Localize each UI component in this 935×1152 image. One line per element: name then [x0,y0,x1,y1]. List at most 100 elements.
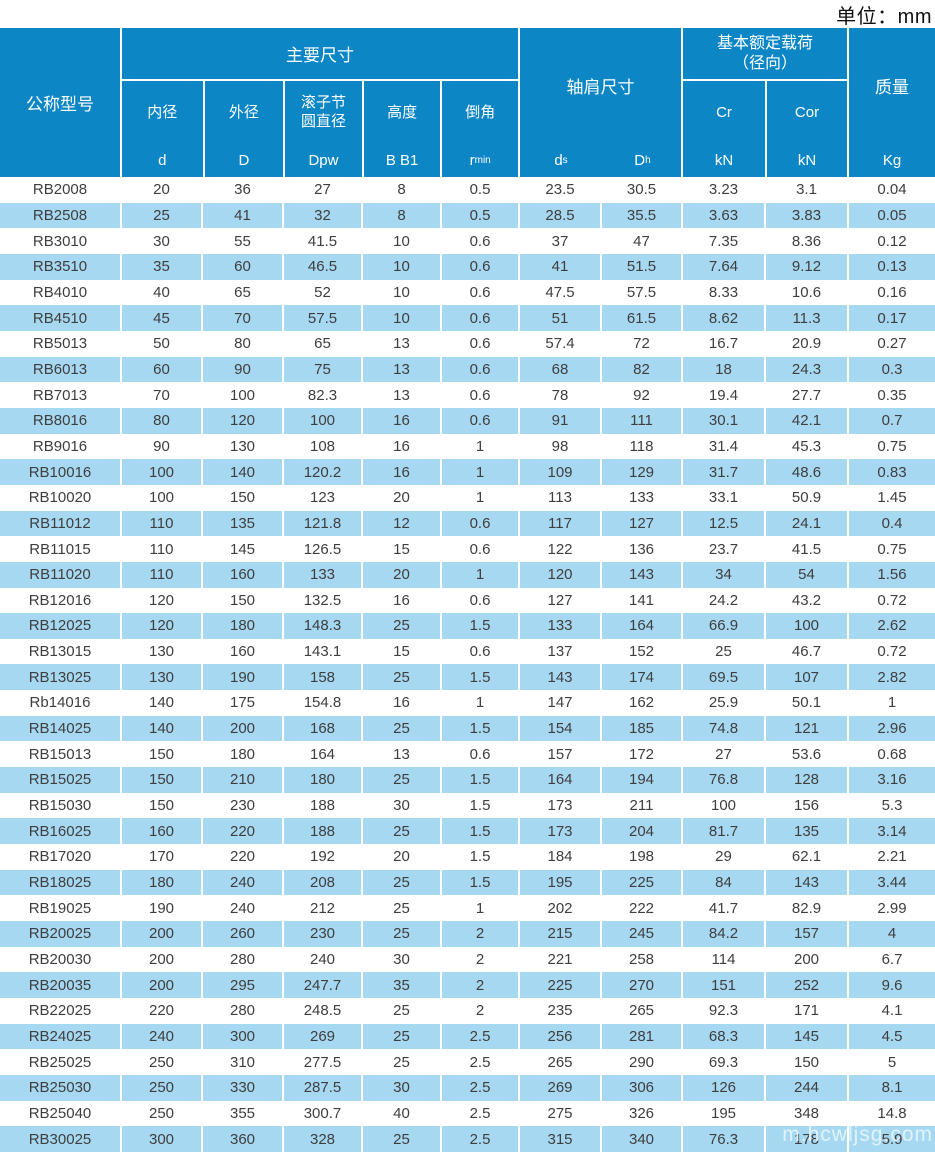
cell-value: 156 [764,792,847,819]
cell-value: 140 [120,715,201,742]
cell-value: 3.63 [681,202,764,229]
cell-value: 70 [120,382,201,408]
cell-value: 172 [600,741,681,768]
cell-model: RB16025 [28,822,92,840]
cell-value: 2.5 [440,1023,518,1050]
cell-value: 3.23 [681,177,764,203]
cell-value: 2 [440,921,518,947]
cell-model: RB2508 [32,206,88,224]
cell-value: 154 [518,715,600,742]
cell-value: 135 [764,818,847,845]
cell-value: 13 [361,382,440,408]
table-row: RB10020 100 150 123 20 1 113 133 33.1 50.9 1.45 [0,484,935,511]
header-mass-column: 质量 Kg [847,28,935,177]
cell-value: 35.5 [600,202,681,229]
cell-value: 204 [600,818,681,845]
cell-value: 290 [600,1049,681,1075]
cell-value: 258 [600,946,681,973]
cell-model: RB25025 [28,1053,92,1071]
cell-value: 0.27 [847,330,935,357]
cell-value: 174 [600,664,681,691]
table-row: RB4010 40 65 52 10 0.6 47.5 57.5 8.33 10.6 0.16 [0,279,935,306]
cell-value: 194 [600,767,681,793]
header-mass-label: 质量 [875,78,909,97]
cell-value: 0.6 [440,510,518,537]
cell-value: 117 [518,510,600,537]
cell-value: 25 [361,869,440,896]
cell-value: 82 [600,356,681,383]
cell-value: 74.8 [681,715,764,742]
cell-value: 0.6 [440,305,518,331]
cell-value: 220 [201,818,282,845]
cell-value: 100 [681,792,764,819]
cell-value: 25 [681,638,764,665]
cell-value: 5.3 [847,792,935,819]
cell-value: 69.3 [681,1049,764,1075]
cell-value: 245 [600,921,681,947]
cell-model: RB4510 [32,309,88,327]
cell-value: 200 [764,946,847,973]
table-row: RB20035 200 295 247.7 35 2 225 270 151 252 9.6 [0,972,935,998]
cell-value: 326 [600,1100,681,1127]
header-load-symbol: Cor [794,103,820,121]
cell-value: 2.5 [440,1126,518,1152]
cell-model: RB15025 [28,771,92,789]
cell-value: 129 [600,459,681,485]
cell-value: 42.1 [764,407,847,434]
cell-value: 46.7 [764,638,847,665]
cell-value: 8.1 [847,1074,935,1101]
cell-model: RB13015 [28,643,92,661]
cell-value: 221 [518,946,600,973]
cell-value: 41.5 [764,536,847,562]
cell-value: 65 [282,330,361,357]
cell-value: 9.6 [847,972,935,998]
cell-value: 3.1 [764,177,847,203]
cell-value: 2 [440,972,518,998]
cell-value: 133 [600,484,681,511]
cell-value: 348 [764,1100,847,1127]
cell-model: RB15013 [28,745,92,763]
cell-value: 8 [361,177,440,203]
cell-model: RB19025 [28,899,92,917]
cell-value: 27 [681,741,764,768]
cell-value: 113 [518,484,600,511]
table-row: RB25030 250 330 287.5 30 2.5 269 306 126 244 8.1 [0,1074,935,1101]
cell-value: 2.62 [847,613,935,639]
cell-value: 30 [361,1074,440,1101]
cell-value: 50.9 [764,484,847,511]
cell-value: 0.3 [847,356,935,383]
cell-value: 250 [120,1049,201,1075]
cell-value: 143 [764,869,847,896]
cell-value: 120 [120,613,201,639]
cell-value: 148.3 [282,613,361,639]
cell-model: RB25040 [28,1104,92,1122]
cell-value: 240 [201,895,282,922]
cell-value: 152 [600,638,681,665]
table-row: RB6013 60 90 75 13 0.6 68 82 18 24.3 0.3 [0,356,935,383]
cell-value: 35 [361,972,440,998]
cell-value: 0.83 [847,459,935,485]
cell-value: 4.1 [847,998,935,1024]
cell-value: 25 [361,664,440,691]
cell-value: 82.3 [282,382,361,408]
cell-value: 10.6 [764,279,847,306]
cell-value: 27 [282,177,361,203]
cell-value: 137 [518,638,600,665]
cell-value: 235 [518,998,600,1024]
cell-value: 198 [600,844,681,870]
header-shoulder-title: 轴肩尺寸 [566,78,635,97]
table-row: RB13015 130 160 143.1 15 0.6 137 152 25 46.7 0.72 [0,638,935,665]
cell-value: 173 [518,818,600,845]
cell-value: 50 [120,330,201,357]
cell-value: 84.2 [681,921,764,947]
header-load-unit: kN [714,151,734,169]
header-load-subcolumn: Cr kN [683,81,765,177]
cell-model: RB13025 [28,668,92,686]
cell-value: 143 [600,561,681,588]
cell-value: 222 [600,895,681,922]
cell-value: 10 [361,228,440,254]
cell-value: 1.5 [440,844,518,870]
table-body: RB2008 20 36 27 8 0.5 23.5 30.5 3.23 3.1 0.04 RB250… [0,177,935,1152]
header-subcolumn: 外径 D [202,81,284,177]
cell-value: 25 [361,1023,440,1050]
